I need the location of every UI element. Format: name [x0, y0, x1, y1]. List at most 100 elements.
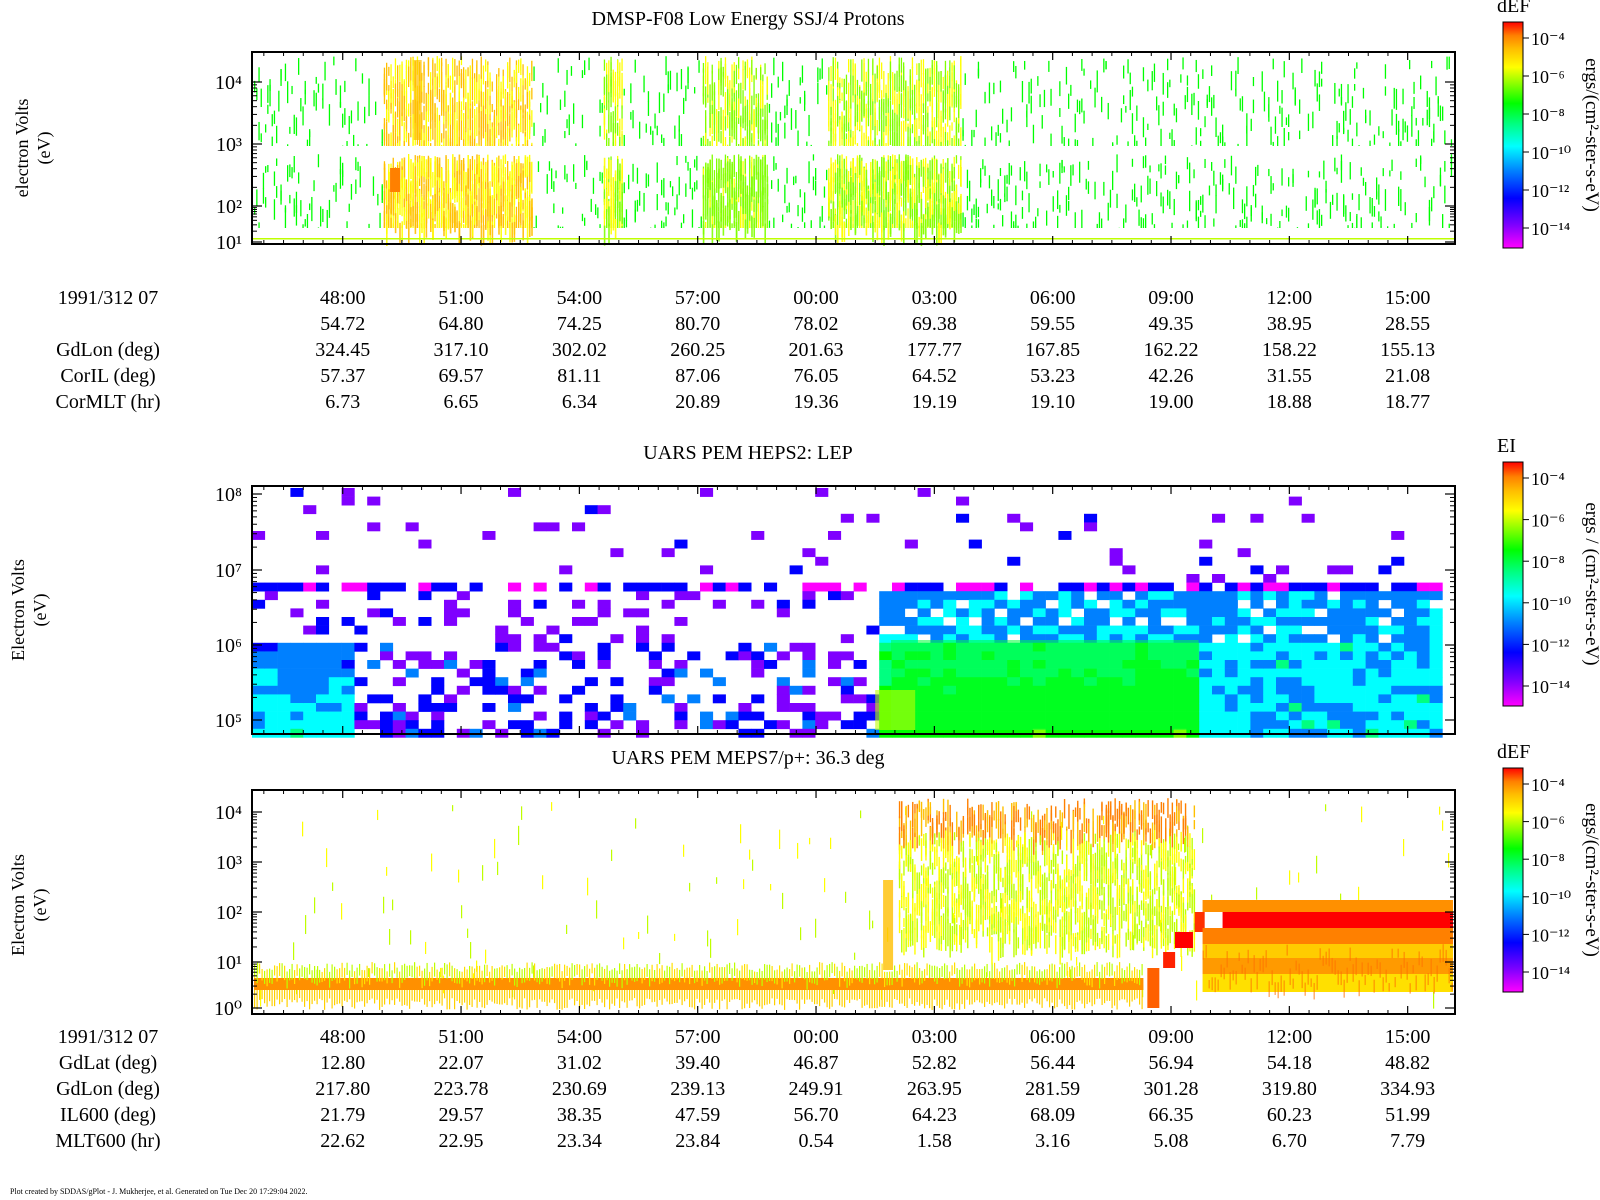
data-cell: [1160, 591, 1174, 601]
data-cell: [1186, 86, 1189, 103]
data-cell: [324, 61, 326, 81]
data-cell: [711, 110, 713, 135]
data-cell: [508, 642, 522, 652]
data-cell: [848, 59, 850, 73]
data-cell: [1351, 193, 1354, 200]
data-cell: [762, 206, 764, 227]
data-cell: [1202, 69, 1204, 79]
data-cell: [597, 608, 611, 618]
data-cell: [870, 83, 872, 116]
data-cell: [474, 204, 476, 225]
data-cell: [290, 703, 304, 712]
data-cell: [441, 144, 443, 146]
data-cell: [837, 68, 839, 83]
data-cell: [328, 199, 331, 218]
data-cell: [944, 162, 947, 183]
data-cell: [991, 189, 993, 206]
data-cell: [469, 71, 471, 104]
data-cell: [1351, 138, 1354, 146]
data-cell: [1058, 634, 1072, 644]
data-cell: [617, 59, 619, 87]
data-cell: [848, 106, 850, 123]
data-cell: [914, 223, 916, 244]
data-cell: [456, 226, 458, 228]
data-cell: [1301, 634, 1315, 644]
data-cell: [775, 111, 777, 133]
data-cell: [493, 135, 496, 146]
data-cell: [900, 179, 903, 196]
data-cell: [821, 205, 823, 222]
data-cell: [1327, 617, 1341, 626]
data-cell: [1028, 81, 1030, 104]
data-cell: [955, 95, 958, 108]
data-cell: [380, 694, 394, 704]
data-cell: [931, 64, 933, 85]
data-cell: [465, 69, 467, 99]
data-cell: [392, 582, 406, 592]
data-cell: [498, 155, 500, 167]
data-cell: [1255, 166, 1257, 186]
data-cell: [485, 131, 487, 146]
data-cell: [777, 178, 779, 192]
data-cell: [1211, 65, 1213, 76]
data-cell: [427, 57, 430, 71]
data-cell: [771, 83, 773, 98]
data-cell: [303, 660, 317, 669]
data-cell: [1224, 703, 1238, 712]
data-cell: [1237, 608, 1251, 618]
data-cell: [1122, 625, 1136, 635]
data-cell: [894, 206, 896, 228]
data-cell: [390, 132, 392, 146]
data-cell: [958, 123, 960, 133]
data-cell: [546, 642, 560, 652]
data-cell: [394, 132, 397, 146]
data-cell: [1237, 660, 1251, 669]
data-cell: [746, 195, 749, 216]
data-cell: [1211, 97, 1213, 116]
data-cell: [444, 582, 458, 592]
data-cell: [753, 177, 755, 198]
data-cell: [260, 88, 262, 108]
data-cell: [284, 63, 287, 82]
data-cell: [394, 111, 397, 133]
data-cell: [254, 207, 256, 215]
data-cell: [1433, 123, 1435, 139]
data-cell: [964, 144, 966, 146]
data-cell: [471, 155, 474, 181]
data-cell: [973, 129, 975, 138]
data-cell: [764, 582, 778, 592]
data-cell: [742, 90, 744, 124]
data-cell: [883, 102, 885, 116]
data-cell: [290, 685, 304, 695]
data-cell: [1345, 205, 1347, 222]
data-cell: [367, 496, 381, 506]
data-cell: [273, 110, 276, 124]
data-cell: [1237, 720, 1251, 730]
data-cell: [1276, 703, 1290, 712]
data-cell: [956, 617, 970, 626]
data-cell: [632, 163, 634, 182]
y-tick-label: 10³: [216, 134, 242, 156]
data-cell: [531, 87, 533, 100]
data-cell: [427, 141, 430, 146]
data-cell: [542, 82, 544, 98]
data-cell: [1365, 711, 1379, 721]
data-cell: [397, 183, 399, 204]
data-cell: [485, 161, 487, 182]
data-cell: [1352, 617, 1366, 626]
data-cell: [1276, 642, 1290, 652]
data-cell: [883, 157, 885, 178]
data-cell: [623, 134, 625, 146]
data-cell: [742, 68, 744, 90]
data-cell: [904, 591, 918, 601]
data-cell: [1263, 720, 1277, 730]
data-cell: [1224, 711, 1238, 721]
data-cell: [852, 216, 854, 228]
data-cell: [1107, 102, 1109, 120]
data-cell: [904, 599, 918, 609]
data-cell: [416, 181, 419, 202]
data-cell: [1426, 109, 1428, 126]
data-cell: [474, 87, 476, 106]
data-cell: [476, 143, 478, 146]
data-cell: [863, 92, 865, 117]
